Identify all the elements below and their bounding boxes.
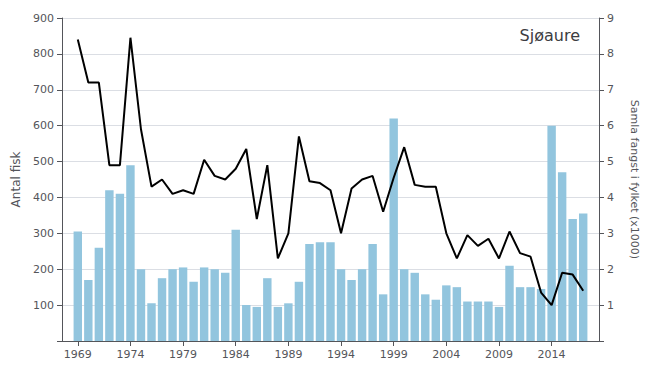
svg-text:9: 9 — [607, 12, 614, 25]
svg-text:8: 8 — [607, 47, 614, 60]
svg-text:2009: 2009 — [485, 348, 513, 361]
svg-text:400: 400 — [33, 191, 54, 204]
svg-text:2014: 2014 — [538, 348, 566, 361]
svg-text:1974: 1974 — [116, 348, 144, 361]
svg-text:2: 2 — [607, 263, 614, 276]
svg-text:1: 1 — [607, 299, 614, 312]
svg-text:300: 300 — [33, 227, 54, 240]
svg-text:700: 700 — [33, 83, 54, 96]
svg-text:1969: 1969 — [64, 348, 92, 361]
svg-text:600: 600 — [33, 119, 54, 132]
svg-text:500: 500 — [33, 155, 54, 168]
svg-text:900: 900 — [33, 12, 54, 25]
svg-text:Samla fangst i fylket (x1000): Samla fangst i fylket (x1000) — [628, 100, 641, 259]
svg-text:3: 3 — [607, 227, 614, 240]
svg-text:6: 6 — [607, 119, 614, 132]
svg-text:2004: 2004 — [432, 348, 460, 361]
svg-text:1979: 1979 — [169, 348, 197, 361]
svg-text:4: 4 — [607, 191, 614, 204]
svg-text:Antal fisk: Antal fisk — [9, 152, 23, 208]
svg-text:1984: 1984 — [222, 348, 250, 361]
svg-text:Sjøaure: Sjøaure — [520, 26, 580, 45]
svg-text:5: 5 — [607, 155, 614, 168]
svg-text:800: 800 — [33, 47, 54, 60]
svg-text:7: 7 — [607, 83, 614, 96]
svg-text:1989: 1989 — [274, 348, 302, 361]
svg-text:1999: 1999 — [380, 348, 408, 361]
svg-text:1994: 1994 — [327, 348, 355, 361]
svg-text:200: 200 — [33, 263, 54, 276]
svg-text:100: 100 — [33, 299, 54, 312]
